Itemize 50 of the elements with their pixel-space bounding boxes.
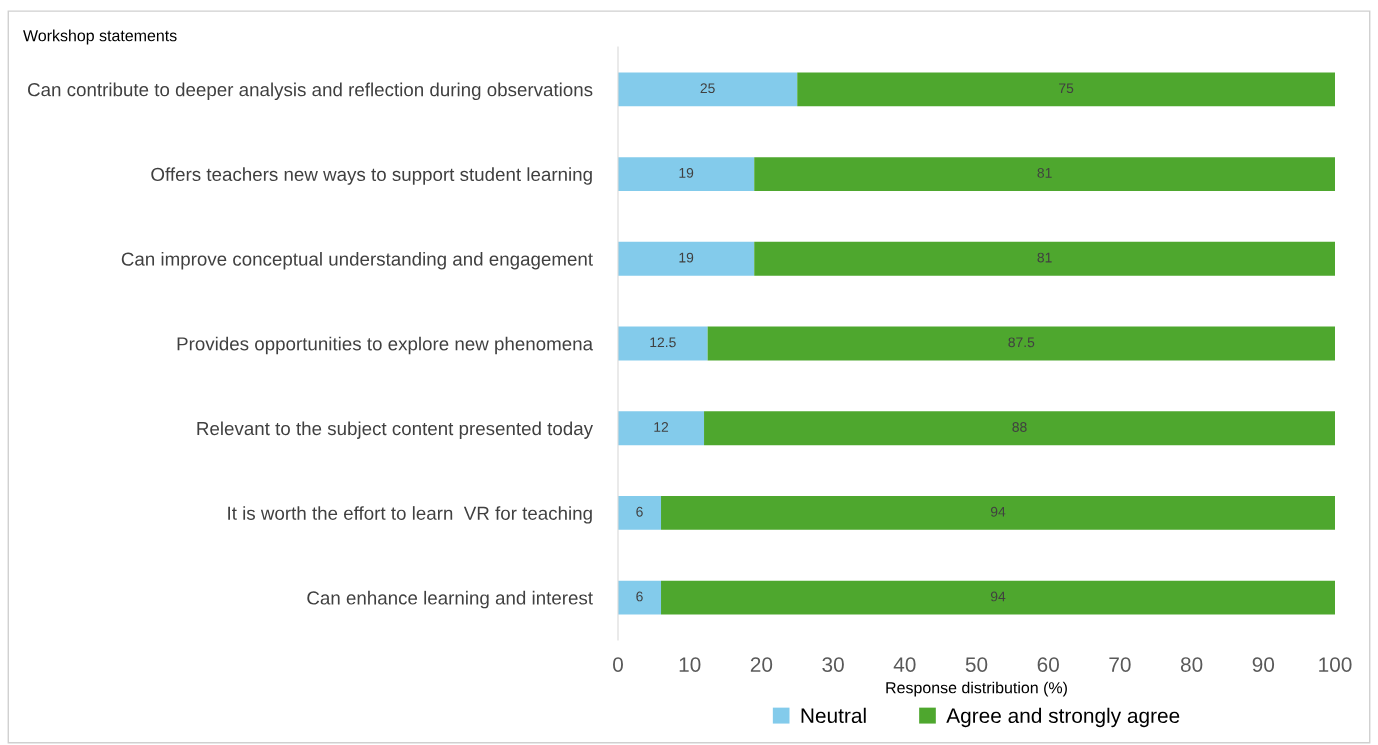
data-label: 87.5 xyxy=(1008,337,1035,348)
bar xyxy=(618,326,708,361)
y-tick-label: It is worth the effort to learn VR for teaching xyxy=(228,506,592,524)
x-tick-label: 10 xyxy=(679,657,701,672)
y-tick-label: Can enhance learning and interest xyxy=(307,590,593,609)
x-tick-label: 20 xyxy=(750,657,773,672)
x-axis-title: Response distribution (%) xyxy=(886,681,1067,697)
x-tick-label: 50 xyxy=(965,657,988,672)
x-tick-label: 100 xyxy=(1319,657,1352,672)
x-tick-label: 90 xyxy=(1252,657,1275,672)
data-label: 19 xyxy=(679,167,694,178)
data-label: 88 xyxy=(1012,422,1027,432)
x-tick-label: 0 xyxy=(613,657,623,672)
bar xyxy=(618,241,755,276)
data-label: 25 xyxy=(700,83,715,94)
data-label: 12 xyxy=(654,422,669,432)
y-tick-label: Provides opportunities to explore new phenomena xyxy=(177,336,594,355)
x-tick-label: 80 xyxy=(1180,657,1203,672)
data-label: 94 xyxy=(990,591,1006,602)
x-tick-label: 70 xyxy=(1109,657,1131,672)
bar xyxy=(618,495,662,530)
x-tick-label: 40 xyxy=(893,657,916,672)
bar xyxy=(754,157,1335,192)
bar xyxy=(797,72,1335,107)
bar xyxy=(618,580,662,615)
data-label: 75 xyxy=(1059,83,1074,94)
bar xyxy=(661,580,1335,615)
bar xyxy=(618,411,705,446)
bar xyxy=(618,72,798,107)
bar xyxy=(707,326,1335,361)
bar xyxy=(618,157,755,192)
y-tick-label: Can improve conceptual understanding and engagement xyxy=(121,251,593,270)
y-tick-label: Can contribute to deeper analysis and reflection during observations xyxy=(28,82,593,101)
x-tick-label: 30 xyxy=(822,657,844,672)
x-tick-label: 60 xyxy=(1037,657,1059,672)
data-label: 12.5 xyxy=(650,337,676,348)
bar xyxy=(754,241,1335,276)
data-label: 81 xyxy=(1037,252,1052,263)
y-tick-label: Offers teachers new ways to support student learning xyxy=(151,167,592,185)
data-label: 6 xyxy=(636,591,643,602)
y-tick-label: Relevant to the subject content presented today xyxy=(197,421,593,439)
legend-label: Neutral xyxy=(801,707,866,724)
data-label: 81 xyxy=(1037,167,1052,178)
data-label: 19 xyxy=(679,252,694,263)
bar xyxy=(704,411,1335,446)
data-label: 6 xyxy=(636,506,643,517)
data-label: 94 xyxy=(990,506,1006,517)
y-axis-title: Workshop statements xyxy=(23,29,177,45)
bar xyxy=(661,495,1335,530)
legend-label: Agree and strongly agree xyxy=(946,707,1180,728)
